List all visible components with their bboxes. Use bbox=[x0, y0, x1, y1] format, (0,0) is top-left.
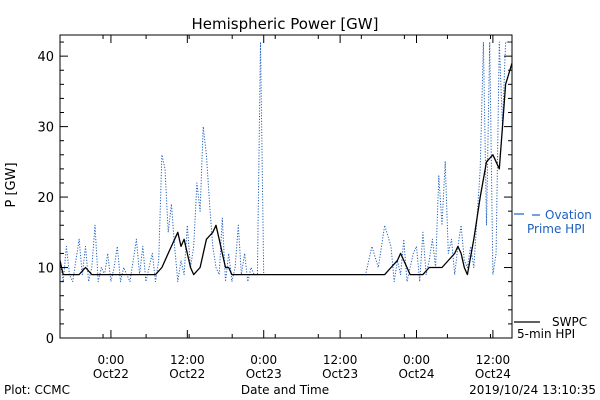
chart-title: Hemispheric Power [GW] bbox=[192, 15, 379, 33]
y-tick-label: 40 bbox=[37, 50, 54, 65]
y-tick-label: 20 bbox=[37, 191, 54, 206]
legend-swpc-label-1: SWPC bbox=[552, 315, 587, 329]
y-axis-label: P [GW] bbox=[4, 162, 19, 207]
footer-right: 2019/10/24 13:10:35 bbox=[469, 383, 596, 397]
x-tick-time-label: 0:00 bbox=[403, 353, 430, 367]
x-tick-time-label: 12:00 bbox=[170, 353, 205, 367]
y-tick-label: 30 bbox=[37, 121, 54, 136]
y-tick-label: 0 bbox=[46, 332, 54, 347]
x-tick-date-label: Oct23 bbox=[322, 367, 358, 381]
y-tick-label: 10 bbox=[37, 262, 54, 277]
legend-swpc-label-2: 5-min HPI bbox=[517, 327, 575, 341]
plot-frame bbox=[59, 34, 513, 339]
x-tick-time-label: 0:00 bbox=[250, 353, 277, 367]
x-tick-time-label: 12:00 bbox=[476, 353, 511, 367]
x-tick-date-label: Oct24 bbox=[398, 367, 434, 381]
legend-ovation-label-1: Ovation bbox=[545, 208, 592, 222]
x-tick-date-label: Oct22 bbox=[169, 367, 205, 381]
x-tick-time-label: 12:00 bbox=[323, 353, 358, 367]
legend-ovation-label-2: Prime HPI bbox=[527, 222, 585, 236]
x-tick-date-label: Oct23 bbox=[246, 367, 282, 381]
swpc-series-line bbox=[59, 63, 513, 276]
y-axis-ticks: 0 10 20 30 40 bbox=[37, 41, 512, 347]
x-axis-ticks: 0:00Oct2212:00Oct220:00Oct2312:00Oct230:… bbox=[59, 35, 511, 381]
series-layer bbox=[59, 41, 513, 283]
footer-left: Plot: CCMC bbox=[4, 383, 70, 397]
ovation-series-line bbox=[59, 41, 512, 283]
x-axis-label: Date and Time bbox=[241, 383, 329, 397]
x-tick-date-label: Oct22 bbox=[93, 367, 129, 381]
x-tick-time-label: 0:00 bbox=[97, 353, 124, 367]
x-tick-date-label: Oct24 bbox=[475, 367, 511, 381]
